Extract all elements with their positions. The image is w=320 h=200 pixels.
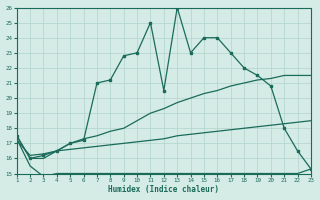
X-axis label: Humidex (Indice chaleur): Humidex (Indice chaleur)	[108, 185, 219, 194]
